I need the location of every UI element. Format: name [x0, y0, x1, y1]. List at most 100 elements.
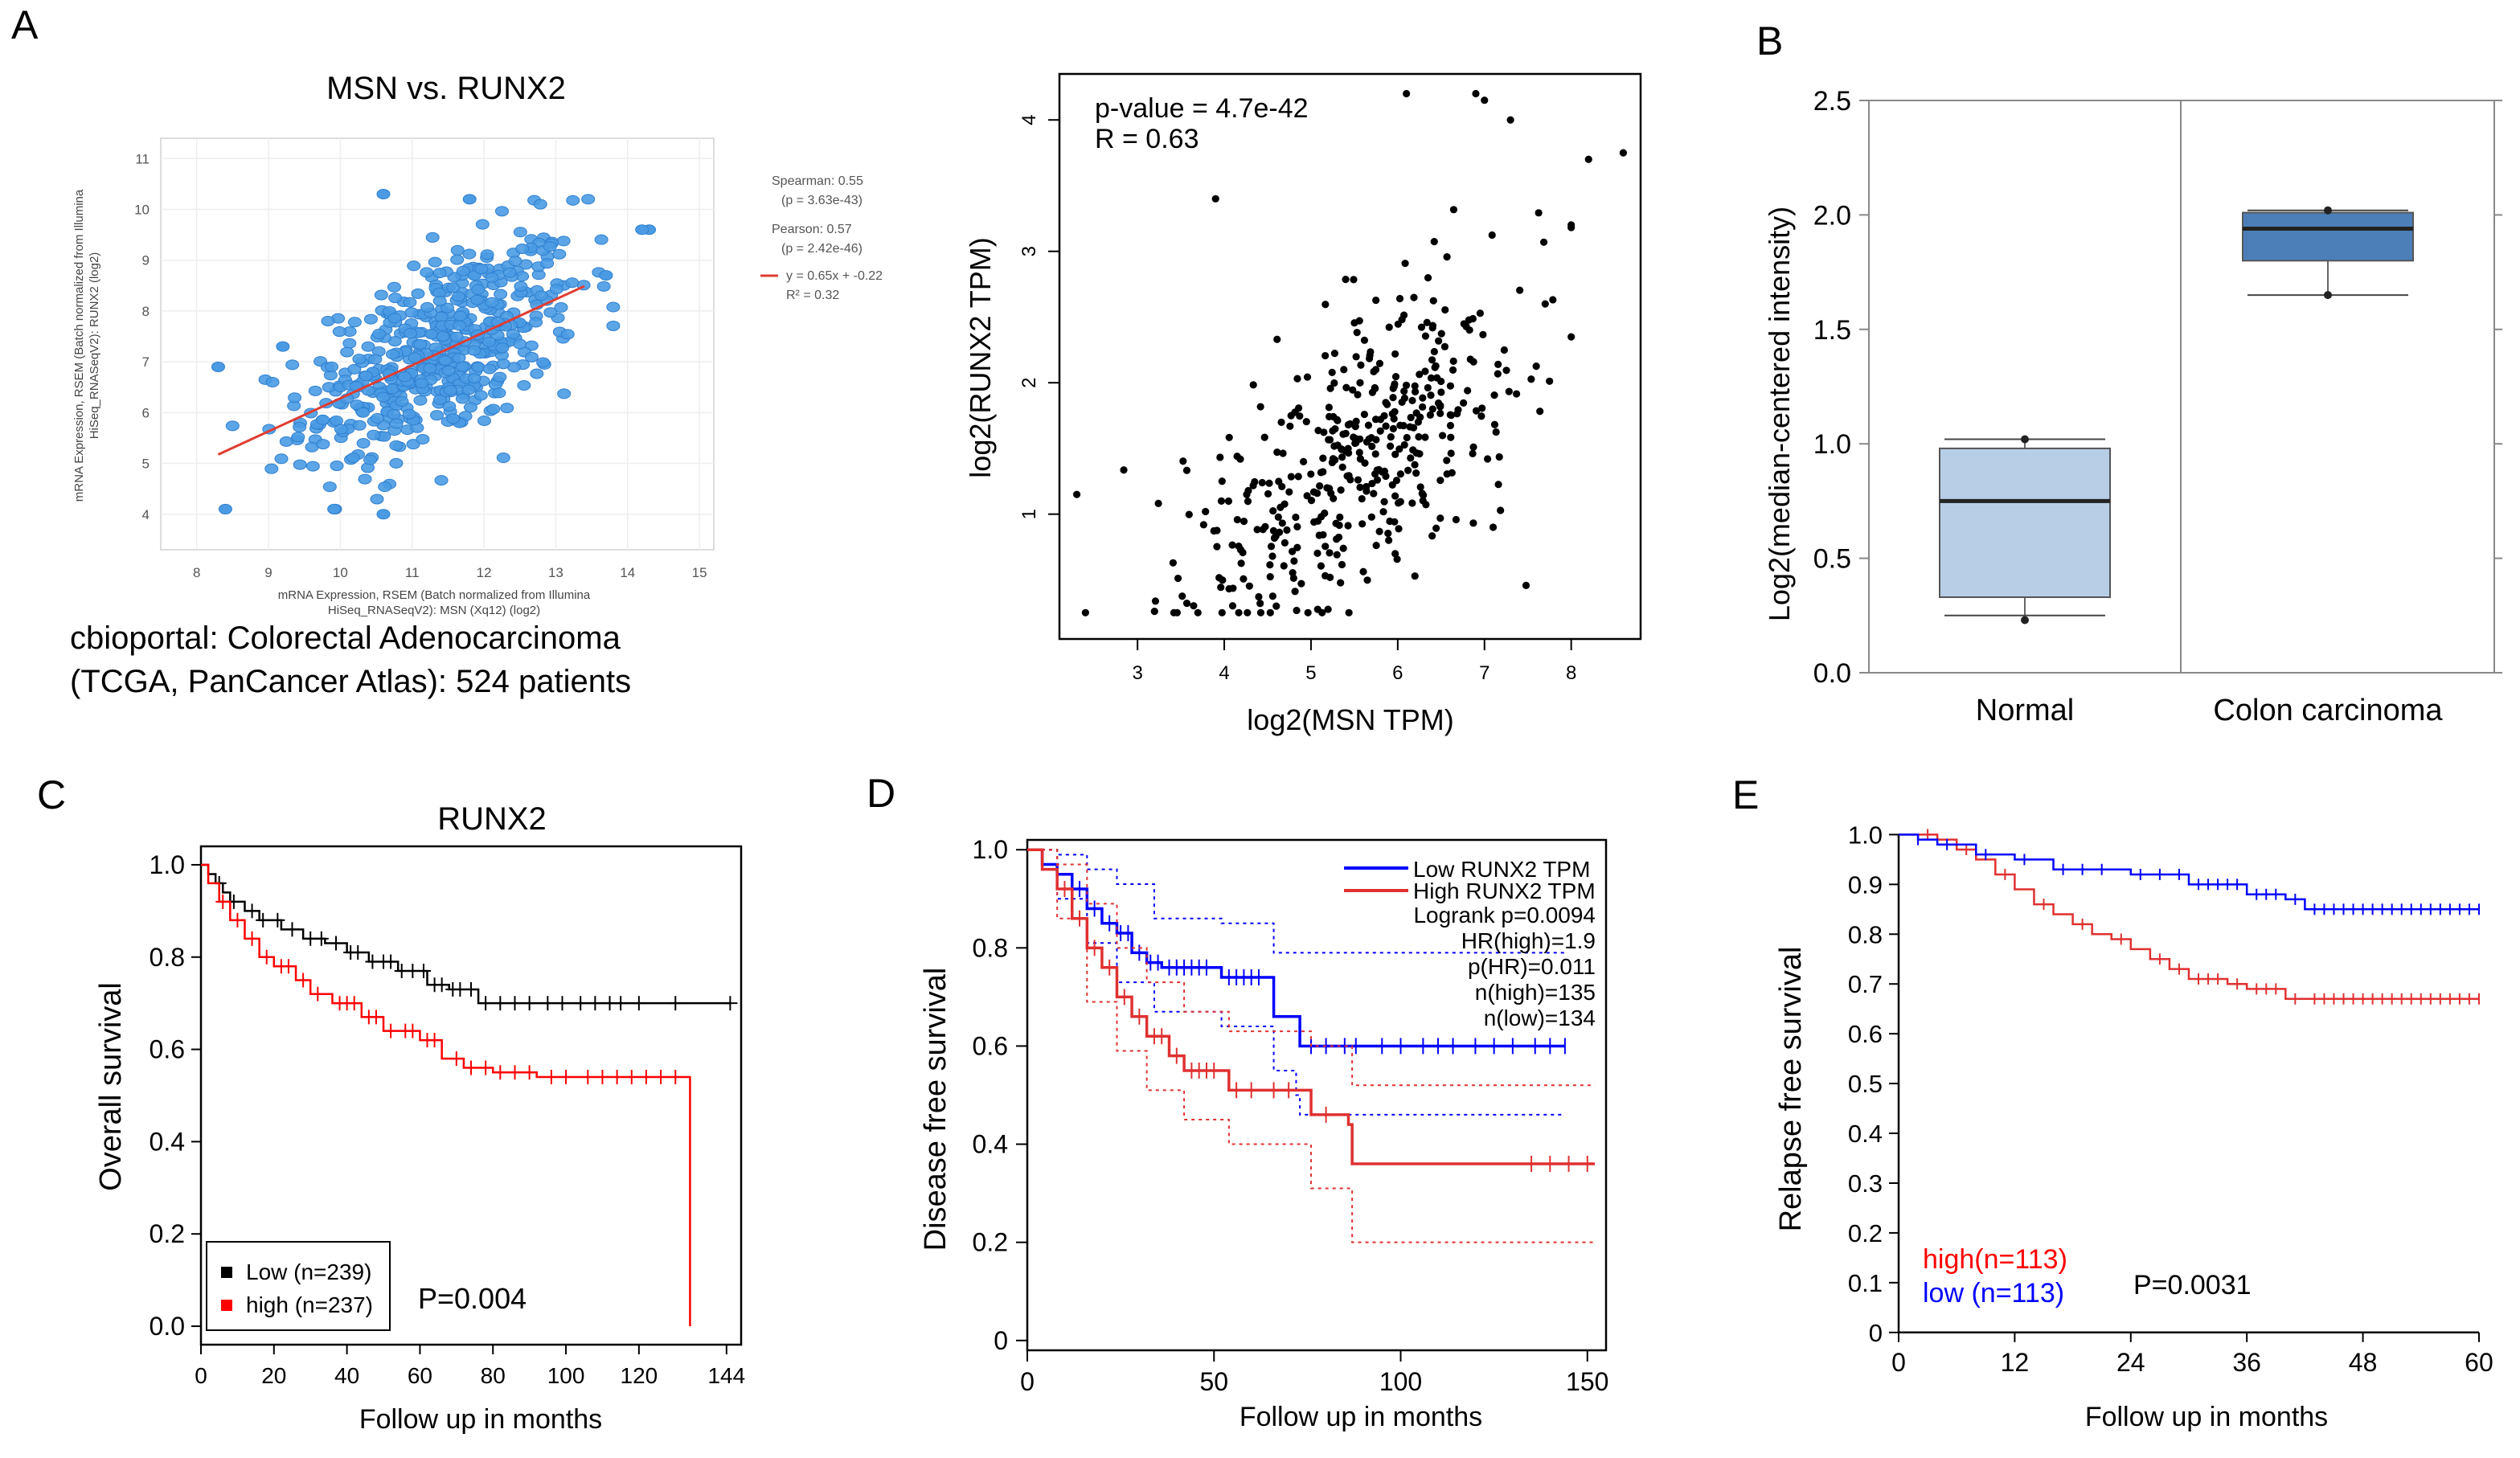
e-y-tick-label: 0.3	[1848, 1169, 1883, 1198]
a2-point	[1399, 421, 1408, 430]
a1-x-label-line1: mRNA Expression, RSEM (Batch normalized …	[278, 588, 591, 602]
b-category-normal: Normal	[1976, 694, 2074, 727]
a2-point	[1419, 403, 1427, 411]
a2-point	[1286, 422, 1294, 430]
a1-legend-r2: R² = 0.32	[786, 289, 839, 302]
a1-y-tick-label: 6	[142, 405, 150, 420]
a2-point	[1437, 330, 1445, 338]
a1-point	[415, 378, 429, 389]
a2-point	[1319, 468, 1327, 476]
a1-point	[389, 418, 404, 429]
panel-b-boxplot: 0.0 0.5 1.0 1.5 2.0 2.5 Normal Colon carcinom…	[1763, 86, 2502, 727]
a2-point	[1379, 508, 1387, 516]
a1-legend-pearson: Pearson: 0.57	[772, 223, 852, 236]
a1-title: MSN vs. RUNX2	[326, 71, 566, 106]
a1-point	[456, 265, 470, 276]
a1-point	[549, 284, 563, 295]
a1-x-tick-label: 13	[548, 565, 563, 580]
a2-point	[1346, 476, 1354, 484]
a1-point	[482, 363, 497, 375]
a1-y-tick-label: 10	[134, 202, 150, 217]
d-y-tick-label: 1.0	[973, 835, 1008, 864]
a2-point	[1407, 413, 1415, 422]
a1-point	[481, 336, 496, 347]
c-y-tick-label: 1.0	[150, 850, 185, 879]
a2-point	[1340, 366, 1348, 374]
a1-point	[424, 329, 439, 340]
a2-point	[1240, 518, 1248, 526]
a1-point	[347, 317, 362, 328]
a2-point	[1428, 405, 1436, 413]
a2-point	[1494, 360, 1502, 369]
a1-point	[433, 394, 448, 405]
a2-point	[1294, 473, 1302, 481]
a2-point	[1435, 337, 1443, 345]
a1-point	[517, 379, 531, 391]
a2-point	[1330, 379, 1338, 387]
a2-point	[1472, 407, 1481, 415]
a2-point	[1217, 584, 1225, 592]
e-x-ticks: 0 12 24 36 48 60	[1891, 1332, 2493, 1377]
a1-point	[411, 288, 425, 299]
a2-point	[1407, 454, 1415, 462]
a2-point	[1389, 424, 1397, 432]
a2-point	[1436, 477, 1444, 485]
panel-letter-e: E	[1732, 772, 1760, 817]
a2-point	[1268, 592, 1276, 600]
a2-point	[1355, 317, 1363, 325]
a2-point	[1266, 561, 1274, 569]
a1-point	[471, 362, 486, 373]
a2-point	[1428, 324, 1436, 332]
e-y-tick-label: 0.5	[1848, 1070, 1883, 1098]
a2-point	[1269, 507, 1277, 515]
a2-point	[1472, 89, 1480, 98]
a2-point	[1338, 463, 1346, 471]
a2-point	[1398, 315, 1406, 324]
a1-point	[452, 352, 466, 363]
a2-point	[1372, 542, 1380, 550]
a1-point	[434, 475, 449, 486]
a2-point	[1342, 276, 1350, 284]
a1-point	[340, 346, 354, 358]
a2-point	[1419, 497, 1427, 505]
d-high-curve	[1027, 848, 1596, 1165]
a2-point	[1344, 522, 1352, 530]
a2-point	[1283, 526, 1291, 534]
a2-point	[1391, 450, 1399, 458]
a1-point	[436, 331, 450, 342]
c-low-curve	[201, 863, 731, 1005]
a2-point	[1358, 520, 1367, 528]
d-stat-logrank: Logrank p=0.0094	[1413, 903, 1596, 928]
b-y-tick-label: 0.0	[1813, 658, 1851, 689]
a2-point	[1276, 503, 1285, 511]
a1-legend: Spearman: 0.55 (p = 3.63e-43) Pearson: 0…	[760, 174, 883, 302]
a1-point	[606, 301, 621, 313]
a1-point	[446, 413, 461, 424]
a2-point	[1387, 433, 1395, 441]
a2-point	[1449, 357, 1457, 365]
c-plot-frame	[199, 845, 743, 1346]
a2-point	[1258, 478, 1266, 487]
a2-point	[1236, 455, 1244, 463]
a1-point	[430, 410, 445, 421]
a2-point	[1385, 323, 1393, 331]
a2-point	[1216, 453, 1224, 461]
a2-annotation-r: R = 0.63	[1095, 124, 1199, 154]
a2-point	[1291, 588, 1299, 596]
a2-y-ticks: 1 2 3 4	[1018, 115, 1059, 519]
a1-point	[388, 293, 403, 304]
a1-point	[225, 420, 240, 432]
c-legend-swatch-low	[221, 1267, 232, 1278]
a1-point	[486, 403, 501, 415]
e-y-tick-label: 0	[1869, 1319, 1883, 1347]
a2-point	[1492, 428, 1500, 436]
a1-point	[515, 243, 530, 254]
panel-letter-c: C	[37, 772, 67, 817]
a1-point	[533, 199, 547, 210]
a1-point	[387, 313, 402, 324]
a2-y-tick-label: 1	[1018, 509, 1040, 519]
a2-point	[1345, 608, 1353, 616]
a2-point	[1408, 499, 1416, 507]
a2-point	[1432, 524, 1440, 532]
a1-point	[500, 403, 514, 414]
